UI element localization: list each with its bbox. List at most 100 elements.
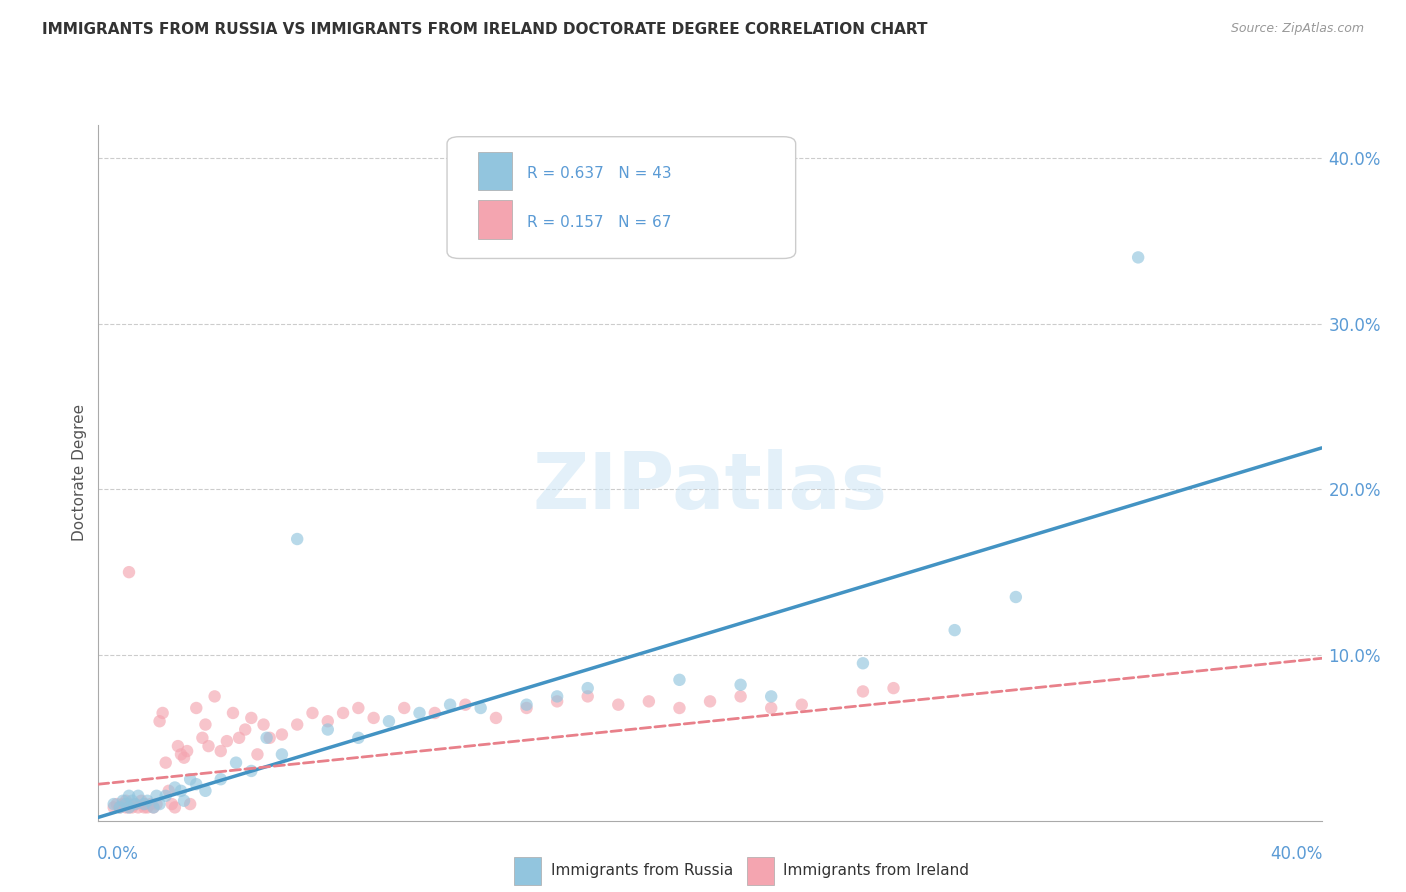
Point	[730, 678, 752, 692]
Point	[852, 684, 875, 698]
Point	[103, 800, 125, 814]
Point	[121, 794, 143, 808]
Point	[759, 690, 782, 704]
Point	[167, 739, 190, 753]
Point	[378, 714, 401, 729]
Point	[170, 784, 193, 798]
Text: 0.0%: 0.0%	[97, 845, 139, 863]
Point	[155, 789, 177, 803]
Point	[270, 747, 292, 762]
Point	[1128, 251, 1150, 265]
Point	[176, 744, 198, 758]
Point	[943, 623, 966, 637]
Point	[270, 727, 292, 741]
Point	[209, 772, 232, 787]
Point	[252, 717, 274, 731]
Point	[118, 789, 141, 803]
Point	[124, 797, 146, 811]
Point	[301, 706, 323, 720]
Point	[516, 698, 538, 712]
Point	[115, 797, 138, 811]
Text: ZIPatlas: ZIPatlas	[533, 449, 887, 524]
Point	[134, 800, 156, 814]
Point	[163, 780, 186, 795]
Point	[790, 698, 813, 712]
Point	[607, 698, 630, 712]
Point	[730, 690, 752, 704]
Point	[127, 789, 149, 803]
Point	[155, 756, 177, 770]
Text: Source: ZipAtlas.com: Source: ZipAtlas.com	[1230, 22, 1364, 36]
Point	[222, 706, 245, 720]
Point	[170, 747, 193, 762]
Point	[256, 731, 278, 745]
Point	[152, 706, 174, 720]
Point	[316, 714, 339, 729]
Point	[316, 723, 339, 737]
Point	[194, 784, 217, 798]
Point	[215, 734, 238, 748]
Point	[118, 797, 141, 811]
Point	[204, 690, 226, 704]
Point	[149, 797, 172, 811]
Text: 40.0%: 40.0%	[1271, 845, 1323, 863]
Point	[139, 797, 162, 811]
Point	[1004, 590, 1026, 604]
Bar	[478, 152, 512, 190]
Point	[173, 750, 195, 764]
Point	[149, 714, 172, 729]
Point	[179, 772, 201, 787]
Point	[134, 797, 156, 811]
Point	[145, 797, 167, 811]
Point	[470, 701, 492, 715]
Point	[363, 711, 385, 725]
Point	[485, 711, 508, 725]
Point	[186, 777, 208, 791]
Point	[142, 800, 165, 814]
Point	[103, 797, 125, 811]
Y-axis label: Doctorate Degree: Doctorate Degree	[72, 404, 87, 541]
Point	[179, 797, 201, 811]
Point	[127, 800, 149, 814]
Point	[332, 706, 354, 720]
Point	[392, 701, 416, 715]
Text: IMMIGRANTS FROM RUSSIA VS IMMIGRANTS FROM IRELAND DOCTORATE DEGREE CORRELATION C: IMMIGRANTS FROM RUSSIA VS IMMIGRANTS FRO…	[42, 22, 928, 37]
Bar	[515, 857, 541, 885]
Point	[209, 744, 232, 758]
Point	[668, 701, 690, 715]
Point	[246, 747, 269, 762]
Point	[115, 794, 138, 808]
Text: R = 0.637   N = 43: R = 0.637 N = 43	[526, 167, 671, 181]
Point	[347, 701, 370, 715]
Point	[124, 797, 146, 811]
Point	[121, 800, 143, 814]
Point	[173, 794, 195, 808]
Point	[516, 701, 538, 715]
Point	[186, 701, 208, 715]
Point	[233, 723, 256, 737]
Point	[637, 694, 661, 708]
Point	[134, 797, 156, 811]
Point	[228, 731, 250, 745]
Text: R = 0.157   N = 67: R = 0.157 N = 67	[526, 215, 671, 230]
Point	[160, 797, 183, 811]
Bar	[478, 201, 512, 238]
Point	[163, 800, 186, 814]
Point	[883, 681, 905, 695]
FancyBboxPatch shape	[447, 136, 796, 259]
Point	[142, 800, 165, 814]
Point	[759, 701, 782, 715]
Point	[546, 690, 568, 704]
Point	[108, 800, 131, 814]
Point	[852, 657, 875, 671]
Point	[423, 706, 446, 720]
Point	[111, 794, 134, 808]
Point	[668, 673, 690, 687]
Point	[108, 800, 131, 814]
Point	[454, 698, 477, 712]
Point	[197, 739, 219, 753]
Point	[408, 706, 430, 720]
Point	[194, 717, 217, 731]
Point	[439, 698, 461, 712]
Point	[157, 784, 180, 798]
